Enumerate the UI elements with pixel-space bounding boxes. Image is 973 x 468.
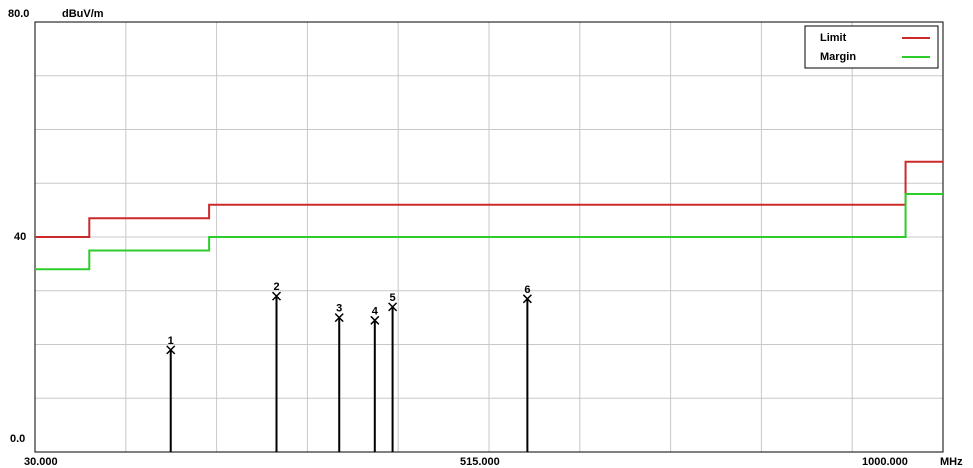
marker-label-3: 3 xyxy=(336,303,342,315)
marker-label-2: 2 xyxy=(273,281,279,293)
marker-label-6: 6 xyxy=(524,284,530,296)
legend-margin-label: Margin xyxy=(820,51,856,63)
series-line-limit xyxy=(35,160,943,238)
x-tick-end: 1000.000 xyxy=(862,456,908,468)
y-tick-top: 80.0 xyxy=(8,8,29,20)
marker-point-6 xyxy=(522,294,532,304)
legend-limit-label: Limit xyxy=(820,32,847,44)
legend-box xyxy=(804,25,939,69)
y-unit-label: dBuV/m xyxy=(62,8,104,20)
legend: Limit Margin xyxy=(804,25,939,69)
y-tick-bottom: 0.0 xyxy=(10,433,25,445)
marker-point-1 xyxy=(166,345,176,355)
marker-label-5: 5 xyxy=(390,292,396,304)
y-tick-mid: 40 xyxy=(14,231,26,243)
marker-label-4: 4 xyxy=(372,305,379,317)
marker-point-5 xyxy=(388,302,398,312)
x-unit-label: MHz xyxy=(940,456,963,468)
x-tick-mid: 515.000 xyxy=(460,456,500,468)
series-layer xyxy=(35,160,943,271)
marker-label-1: 1 xyxy=(168,335,174,347)
series-line-margin xyxy=(35,193,943,271)
marker-point-4 xyxy=(370,315,380,325)
marker-point-3 xyxy=(334,313,344,323)
x-tick-start: 30.000 xyxy=(24,456,58,468)
marker-layer: 1 2 3 45 6 xyxy=(166,281,532,452)
marker-point-2 xyxy=(271,291,282,301)
